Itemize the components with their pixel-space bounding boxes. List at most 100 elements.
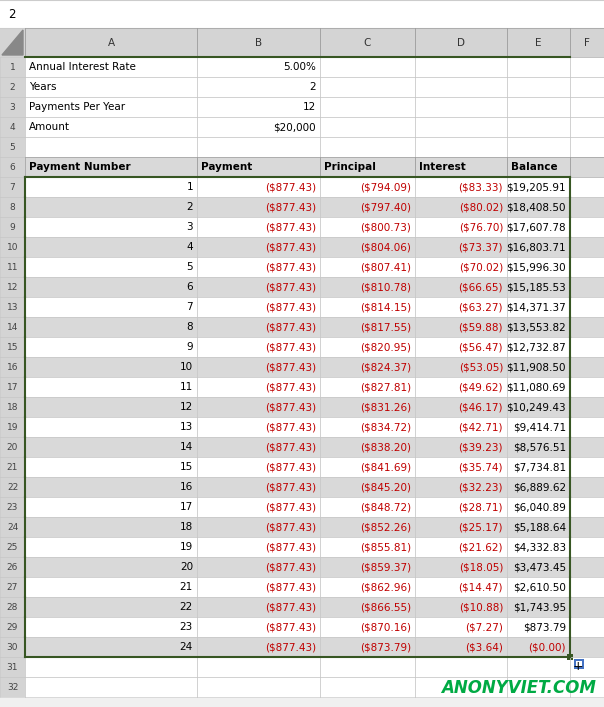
Bar bbox=[415, 437, 507, 457]
Text: ($49.62): ($49.62) bbox=[458, 382, 503, 392]
Bar bbox=[570, 557, 604, 577]
Text: ($866.55): ($866.55) bbox=[360, 602, 411, 612]
Text: $17,607.78: $17,607.78 bbox=[506, 222, 566, 232]
Text: ($877.43): ($877.43) bbox=[265, 262, 316, 272]
Bar bbox=[0, 137, 25, 157]
Bar bbox=[415, 217, 507, 237]
Text: $16,803.71: $16,803.71 bbox=[506, 242, 566, 252]
Bar bbox=[25, 557, 197, 577]
Bar bbox=[0, 357, 25, 377]
Text: 7: 7 bbox=[10, 182, 15, 192]
Bar bbox=[320, 28, 415, 57]
Bar bbox=[320, 237, 415, 257]
Bar bbox=[320, 357, 415, 377]
Bar bbox=[320, 117, 415, 137]
Text: 21: 21 bbox=[7, 462, 18, 472]
Text: ($39.23): ($39.23) bbox=[458, 442, 503, 452]
Bar bbox=[415, 197, 507, 217]
Bar bbox=[507, 217, 570, 237]
Text: 31: 31 bbox=[7, 662, 18, 672]
Bar bbox=[25, 477, 197, 497]
Text: 4: 4 bbox=[10, 122, 15, 132]
Text: ($797.40): ($797.40) bbox=[360, 202, 411, 212]
Bar bbox=[197, 317, 320, 337]
Text: 1: 1 bbox=[10, 62, 15, 71]
Text: ($877.43): ($877.43) bbox=[265, 602, 316, 612]
Text: ($877.43): ($877.43) bbox=[265, 442, 316, 452]
Text: C: C bbox=[364, 37, 371, 47]
Bar bbox=[25, 117, 197, 137]
Bar bbox=[570, 177, 604, 197]
Text: ($877.43): ($877.43) bbox=[265, 562, 316, 572]
Text: 14: 14 bbox=[7, 322, 18, 332]
Text: 13: 13 bbox=[180, 422, 193, 432]
Bar bbox=[25, 217, 197, 237]
Bar bbox=[25, 517, 197, 537]
Bar bbox=[320, 657, 415, 677]
Text: ($59.88): ($59.88) bbox=[458, 322, 503, 332]
Bar bbox=[570, 657, 604, 677]
Text: ($834.72): ($834.72) bbox=[360, 422, 411, 432]
Text: $2,610.50: $2,610.50 bbox=[513, 582, 566, 592]
Text: 11: 11 bbox=[7, 262, 18, 271]
Bar bbox=[507, 557, 570, 577]
Text: $873.79: $873.79 bbox=[523, 622, 566, 632]
Text: ($800.73): ($800.73) bbox=[360, 222, 411, 232]
Bar bbox=[574, 659, 584, 669]
Bar bbox=[320, 217, 415, 237]
Bar bbox=[507, 337, 570, 357]
Bar bbox=[25, 677, 197, 697]
Text: 5: 5 bbox=[10, 143, 15, 151]
Bar bbox=[25, 97, 197, 117]
Bar bbox=[570, 417, 604, 437]
Bar bbox=[320, 57, 415, 77]
Bar bbox=[197, 417, 320, 437]
Bar bbox=[567, 654, 573, 660]
Bar bbox=[0, 377, 25, 397]
Bar bbox=[507, 517, 570, 537]
Text: ($824.37): ($824.37) bbox=[360, 362, 411, 372]
Text: 2: 2 bbox=[187, 202, 193, 212]
Bar bbox=[0, 277, 25, 297]
Bar bbox=[320, 377, 415, 397]
Text: 11: 11 bbox=[180, 382, 193, 392]
Bar bbox=[0, 217, 25, 237]
Text: 12: 12 bbox=[7, 283, 18, 291]
Text: ($859.37): ($859.37) bbox=[360, 562, 411, 572]
Bar bbox=[25, 337, 197, 357]
Bar bbox=[415, 557, 507, 577]
Bar bbox=[507, 397, 570, 417]
Bar bbox=[570, 257, 604, 277]
Bar bbox=[570, 597, 604, 617]
Bar bbox=[197, 117, 320, 137]
Text: 26: 26 bbox=[7, 563, 18, 571]
Text: 9: 9 bbox=[187, 342, 193, 352]
Text: ($877.43): ($877.43) bbox=[265, 282, 316, 292]
Text: Years: Years bbox=[29, 82, 57, 92]
Bar bbox=[415, 357, 507, 377]
Bar bbox=[507, 97, 570, 117]
Text: 24: 24 bbox=[180, 642, 193, 652]
Bar bbox=[415, 397, 507, 417]
Bar bbox=[25, 257, 197, 277]
Text: 17: 17 bbox=[7, 382, 18, 392]
Bar bbox=[320, 397, 415, 417]
Bar bbox=[415, 337, 507, 357]
Text: F: F bbox=[584, 37, 590, 47]
Bar bbox=[25, 377, 197, 397]
Text: ($870.16): ($870.16) bbox=[360, 622, 411, 632]
Bar bbox=[415, 457, 507, 477]
Bar bbox=[415, 637, 507, 657]
Text: ($877.43): ($877.43) bbox=[265, 182, 316, 192]
Bar bbox=[197, 257, 320, 277]
Bar bbox=[507, 177, 570, 197]
Text: 2: 2 bbox=[8, 8, 16, 21]
Bar bbox=[507, 577, 570, 597]
Bar bbox=[197, 277, 320, 297]
Bar bbox=[507, 637, 570, 657]
Bar bbox=[25, 317, 197, 337]
Bar bbox=[570, 577, 604, 597]
Bar bbox=[507, 157, 570, 177]
Text: ($3.64): ($3.64) bbox=[465, 642, 503, 652]
Bar bbox=[197, 557, 320, 577]
